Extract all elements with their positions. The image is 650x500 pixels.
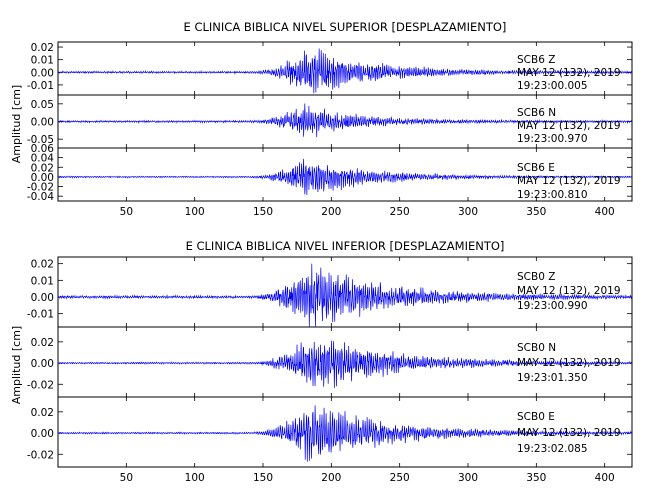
trace-panel-scb0-z: 0.02 0.01 0.00 -0.01 SCB0 Z MAY 12 (132), 2… xyxy=(27,256,633,328)
x-tick-label: 350 xyxy=(526,472,546,484)
y-tick-label: 0.00 xyxy=(31,67,54,79)
y-ticks: 0.060.040.020.00-0.02-0.04 xyxy=(27,143,632,203)
station-code: SCB6 N xyxy=(517,107,556,119)
x-tick-label: 300 xyxy=(458,472,478,484)
station-code: SCB6 Z xyxy=(517,54,555,66)
y-tick-label: -0.01 xyxy=(27,80,54,92)
y-tick-label: -0.02 xyxy=(27,182,54,194)
station-info-scb0-e: SCB0 E MAY 12 (132), 2019 19:23:02.085 xyxy=(517,411,621,455)
station-info-scb0-z: SCB0 Z MAY 12 (132), 2019 19:23:00.990 xyxy=(517,271,621,312)
station-info-scb6-z: SCB6 Z MAY 12 (132), 2019 19:23:00.005 xyxy=(517,54,621,92)
station-time: 19:23:01.350 xyxy=(517,372,588,384)
x-axis-inferior: 50 100 150 200 250 300 350 400 xyxy=(120,472,615,484)
y-ticks: 0.020.010.00-0.01 xyxy=(27,42,632,95)
y-tick-label: -0.05 xyxy=(27,134,54,146)
x-tick-label: 50 xyxy=(120,472,133,484)
y-tick-label: 0.00 xyxy=(31,428,54,440)
y-tick-label: 0.00 xyxy=(31,292,54,304)
station-time: 19:23:00.970 xyxy=(517,133,588,145)
y-tick-label: -0.01 xyxy=(27,309,54,321)
waveform-scb6-e xyxy=(57,158,632,195)
station-date: MAY 12 (132), 2019 xyxy=(517,175,621,187)
y-tick-label: 0.05 xyxy=(31,99,54,111)
x-tick-label: 250 xyxy=(390,472,410,484)
x-tick-label: 100 xyxy=(185,206,205,218)
waveform-scb0-n xyxy=(57,340,633,389)
y-tick-label: 0.00 xyxy=(31,117,54,129)
x-tick-label: 200 xyxy=(321,206,341,218)
station-date: MAY 12 (132), 2019 xyxy=(517,285,621,297)
trace-panel-scb6-e: 0.060.040.020.00-0.02-0.04 SCB6 E MAY 12… xyxy=(27,143,633,203)
y-ticks: 0.02 0.00 -0.02 xyxy=(27,397,632,467)
panel-inferior-title: E CLINICA BIBLICA NIVEL INFERIOR [DESPLA… xyxy=(186,239,505,253)
station-code: SCB0 E xyxy=(517,411,555,423)
waveform-scb6-z xyxy=(57,48,633,94)
station-date: MAY 12 (132), 2019 xyxy=(517,67,621,79)
trace-panel-scb0-n: 0.02 0.00 -0.02 SCB0 N MAY 12 (132), 2019 … xyxy=(27,326,633,398)
y-tick-label: 0.01 xyxy=(31,275,54,287)
trace-frame xyxy=(57,147,633,202)
trace-panel-scb6-n: 0.05 0.00 -0.05 SCB6 N MAY 12 (132), 2019 … xyxy=(27,94,633,149)
station-code: SCB6 E xyxy=(517,162,555,174)
x-tick-label: 150 xyxy=(253,206,273,218)
station-code: SCB0 Z xyxy=(517,271,555,283)
station-time: 19:23:02.085 xyxy=(517,443,588,455)
x-tick-label: 300 xyxy=(458,206,478,218)
waveform-scb0-e xyxy=(57,405,633,462)
x-axis-superior: 50 100 150 200 250 300 350 400 xyxy=(120,206,615,218)
y-tick-label: 0.02 xyxy=(31,407,54,419)
x-tick-label: 350 xyxy=(526,206,546,218)
x-tick-label: 200 xyxy=(321,472,341,484)
x-tick-label: 100 xyxy=(185,472,205,484)
panel-superior-ylabel: Amplitud [cm] xyxy=(10,85,23,163)
station-time: 19:23:00.005 xyxy=(517,80,588,92)
x-tick-label: 400 xyxy=(595,472,615,484)
panel-superior: E CLINICA BIBLICA NIVEL SUPERIOR [DESPLA… xyxy=(10,20,633,218)
x-tick-label: 250 xyxy=(390,206,410,218)
y-tick-label: 0.04 xyxy=(31,153,55,165)
station-date: MAY 12 (132), 2019 xyxy=(517,357,621,369)
station-date: MAY 12 (132), 2019 xyxy=(517,427,621,439)
y-tick-label: 0.01 xyxy=(31,55,54,67)
y-tick-label: 0.00 xyxy=(31,358,54,370)
station-time: 19:23:00.810 xyxy=(517,189,588,201)
waveform-scb0-z xyxy=(57,263,633,327)
y-tick-label: 0.02 xyxy=(31,337,54,349)
y-ticks: 0.02 0.01 0.00 -0.01 xyxy=(27,257,632,327)
y-tick-label: 0.02 xyxy=(31,162,54,174)
y-tick-label: -0.04 xyxy=(27,191,54,203)
trace-panel-scb0-e: 0.02 0.00 -0.02 SCB0 E MAY 12 (132), 2019 … xyxy=(27,396,633,468)
panel-inferior: E CLINICA BIBLICA NIVEL INFERIOR [DESPLA… xyxy=(10,239,633,484)
station-info-scb6-e: SCB6 E MAY 12 (132), 2019 19:23:00.810 xyxy=(517,162,621,201)
y-tick-label: -0.02 xyxy=(27,449,54,461)
x-tick-label: 400 xyxy=(595,206,615,218)
waveform-scb6-n xyxy=(57,103,633,138)
trace-panel-scb6-z: 0.020.010.00-0.01 SCB6 Z MAY 12 (132), 2… xyxy=(27,41,633,96)
x-tick-label: 50 xyxy=(120,206,133,218)
station-info-scb0-n: SCB0 N MAY 12 (132), 2019 19:23:01.350 xyxy=(517,342,621,384)
panel-superior-title: E CLINICA BIBLICA NIVEL SUPERIOR [DESPLA… xyxy=(184,20,507,34)
trace-frame xyxy=(57,396,633,468)
y-tick-label: 0.02 xyxy=(31,259,54,271)
y-tick-label: 0.02 xyxy=(31,42,54,54)
y-tick-label: 0.06 xyxy=(31,143,55,155)
y-tick-label: -0.02 xyxy=(27,379,54,391)
station-code: SCB0 N xyxy=(517,342,556,354)
panel-inferior-ylabel: Amplitud [cm] xyxy=(10,326,23,404)
station-info-scb6-n: SCB6 N MAY 12 (132), 2019 19:23:00.970 xyxy=(517,107,621,145)
y-tick-label: 0.00 xyxy=(31,172,54,184)
station-date: MAY 12 (132), 2019 xyxy=(517,120,621,132)
station-time: 19:23:00.990 xyxy=(517,300,588,312)
x-tick-label: 150 xyxy=(253,472,273,484)
